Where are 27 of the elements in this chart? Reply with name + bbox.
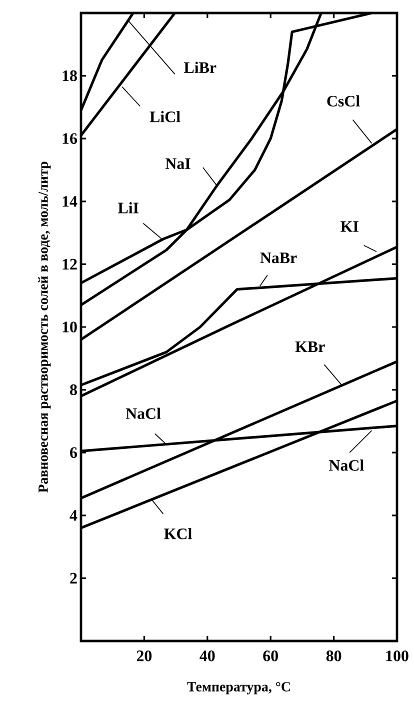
x-axis-title: Температура, °C xyxy=(187,682,290,694)
y-tick-label: 2 xyxy=(70,572,77,584)
y-tick-label: 8 xyxy=(70,384,77,396)
y-tick-label: 4 xyxy=(70,510,78,521)
x-tick-label: 40 xyxy=(200,650,215,662)
y-axis-title: Равновесная растворимость солей в воде, моль/литр xyxy=(38,162,51,493)
series-label: NaBr xyxy=(260,252,297,264)
y-tick-label: 14 xyxy=(62,196,78,207)
text: LiBr xyxy=(184,62,216,73)
series-label: KI xyxy=(340,221,358,232)
x-tick-label: 20 xyxy=(136,650,152,662)
series-label: KCl xyxy=(164,528,192,540)
series-label: NaCl xyxy=(126,408,161,419)
x-tick-label: 80 xyxy=(326,650,342,662)
text: LiCl xyxy=(150,111,180,122)
annotation: NaCl xyxy=(329,460,364,471)
y-tick-label: 10 xyxy=(62,322,77,332)
x-tick-label: 100 xyxy=(386,650,408,662)
series-label: NaI xyxy=(165,158,190,170)
y-tick-label: 12 xyxy=(62,258,77,270)
legend-label: LiI xyxy=(118,202,139,214)
y-tick-label: 18 xyxy=(62,70,77,82)
text: KBr xyxy=(295,342,325,352)
x-tick-label: 60 xyxy=(263,650,278,662)
text: CsCl xyxy=(327,95,360,107)
y-tick-label: 16 xyxy=(62,133,78,144)
y-tick-label: 6 xyxy=(70,447,78,458)
